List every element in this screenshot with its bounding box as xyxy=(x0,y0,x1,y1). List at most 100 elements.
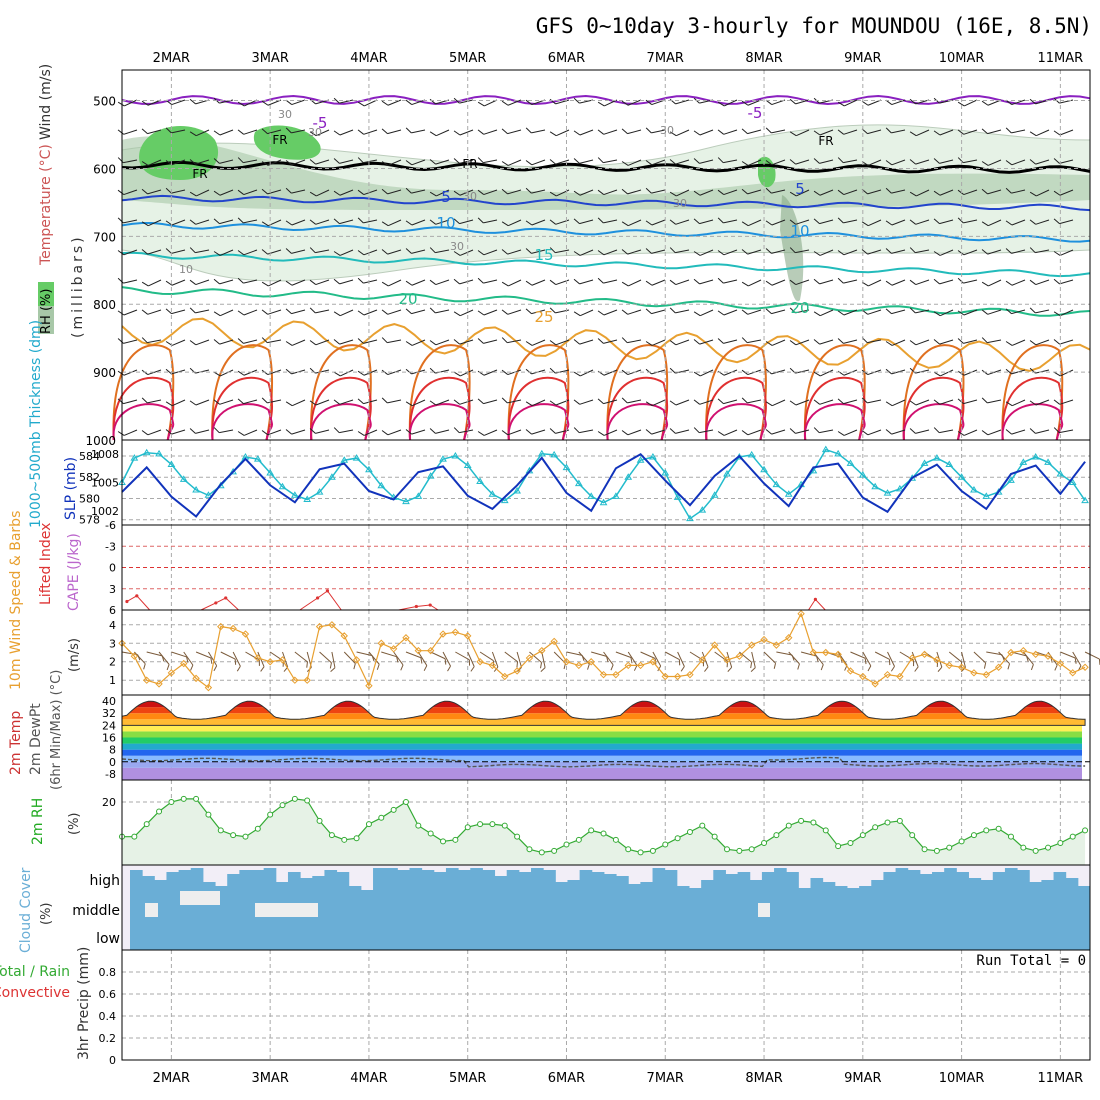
barb-flag xyxy=(501,337,508,344)
rh2m-point xyxy=(180,795,187,802)
wind10m-barb xyxy=(442,651,451,672)
wind-barb xyxy=(453,427,474,434)
wind10m-point xyxy=(278,656,287,664)
wind-barb xyxy=(885,308,906,315)
wind-barb xyxy=(213,129,234,136)
barb-staff xyxy=(315,159,330,165)
barb-staff xyxy=(675,249,690,254)
wind-barb xyxy=(429,399,450,406)
wind10m-point xyxy=(698,656,707,664)
wind-barb xyxy=(549,339,570,346)
time-label-top: 4MAR xyxy=(350,51,387,66)
wind-barb xyxy=(333,339,354,345)
wind-barb xyxy=(981,337,1002,344)
wind-barb xyxy=(1053,129,1074,136)
barb-staff xyxy=(356,651,373,657)
isotherm-label: 10 xyxy=(436,214,455,232)
barb-flag xyxy=(704,666,709,672)
cloud-high-bar xyxy=(445,868,459,892)
barb-staff xyxy=(1011,309,1026,315)
wind-barb xyxy=(405,248,426,254)
wind-barb xyxy=(501,249,522,255)
isotherm-label: FR xyxy=(272,133,287,147)
barb-staff xyxy=(455,651,470,661)
cloud-high-bar xyxy=(664,870,678,892)
wind-barb xyxy=(357,369,378,376)
thickness-point xyxy=(142,448,151,456)
barb-staff xyxy=(195,651,212,659)
barb-staff xyxy=(603,429,618,436)
barb-staff xyxy=(529,651,542,663)
barb-flag xyxy=(1029,191,1037,197)
barb-staff xyxy=(1059,159,1074,164)
barb-flag xyxy=(381,100,389,106)
wind-barb xyxy=(909,399,930,406)
wind-barb xyxy=(477,277,498,284)
wind-barb xyxy=(741,397,762,404)
wind-barb xyxy=(621,99,642,106)
barb-staff xyxy=(195,159,210,165)
barb-flag xyxy=(213,311,221,317)
barb-staff xyxy=(171,309,186,315)
barb-staff xyxy=(387,129,402,135)
wind-barb xyxy=(453,189,474,196)
barb-flag xyxy=(396,656,399,663)
barb-flag xyxy=(789,98,796,105)
cloud-high-bar xyxy=(713,870,726,892)
wind-barb xyxy=(837,398,858,405)
barb-staff xyxy=(651,429,666,435)
barb-flag xyxy=(333,371,341,377)
isotherm-label: FR xyxy=(818,134,833,148)
wind-barb xyxy=(1053,189,1074,196)
barb-flag xyxy=(189,279,197,285)
barb-staff xyxy=(651,339,666,346)
barb-flag xyxy=(453,339,460,345)
barb-staff xyxy=(915,429,930,434)
barb-staff xyxy=(579,129,594,136)
barb-staff xyxy=(507,249,522,255)
barb-flag xyxy=(789,428,796,434)
barb-flag xyxy=(1053,371,1061,377)
cloud-mid-gap xyxy=(180,891,220,905)
barb-flag xyxy=(525,401,533,407)
barb-flag xyxy=(1005,187,1012,194)
wind10m-point xyxy=(315,622,324,631)
barb-flag xyxy=(285,99,293,105)
cloud-unit: (%) xyxy=(39,903,54,926)
rh2m-point xyxy=(835,843,842,850)
wind-barb xyxy=(861,429,882,436)
barb-flag xyxy=(141,249,148,255)
cloud-high-bar xyxy=(421,870,435,892)
time-label-bottom: 4MAR xyxy=(350,1071,387,1086)
wind-barb xyxy=(453,158,474,164)
barb-staff xyxy=(874,651,890,660)
boundary-layer-contour xyxy=(804,403,866,441)
wind-barb xyxy=(189,279,210,286)
cloud-high-bar xyxy=(531,868,544,892)
barb-flag xyxy=(693,371,701,377)
wind-barb xyxy=(381,188,402,195)
wind-barb xyxy=(789,399,810,406)
wind-barb xyxy=(1005,339,1026,346)
wind-barb xyxy=(165,308,186,315)
barb-staff xyxy=(339,99,354,104)
wind-barb xyxy=(789,428,810,434)
wind-barb xyxy=(741,159,762,166)
barb-flag xyxy=(261,397,268,404)
barb-flag xyxy=(957,129,964,135)
wind-barb xyxy=(909,339,930,346)
wind-barb xyxy=(693,309,714,317)
barb-flag xyxy=(933,158,940,164)
boundary-layer-contour xyxy=(1001,344,1064,441)
barb-flag xyxy=(693,130,701,136)
barb-flag xyxy=(357,398,364,404)
panel-frame-wind xyxy=(121,609,1091,696)
barb-flag xyxy=(957,370,965,376)
barb-staff xyxy=(219,399,234,405)
barb-staff xyxy=(1059,129,1074,136)
rh2m-point xyxy=(921,846,928,853)
time-label-bottom: 10MAR xyxy=(939,1071,985,1086)
rh2m-point xyxy=(649,847,656,854)
barb-staff xyxy=(507,159,522,166)
barb-flag xyxy=(429,159,436,165)
